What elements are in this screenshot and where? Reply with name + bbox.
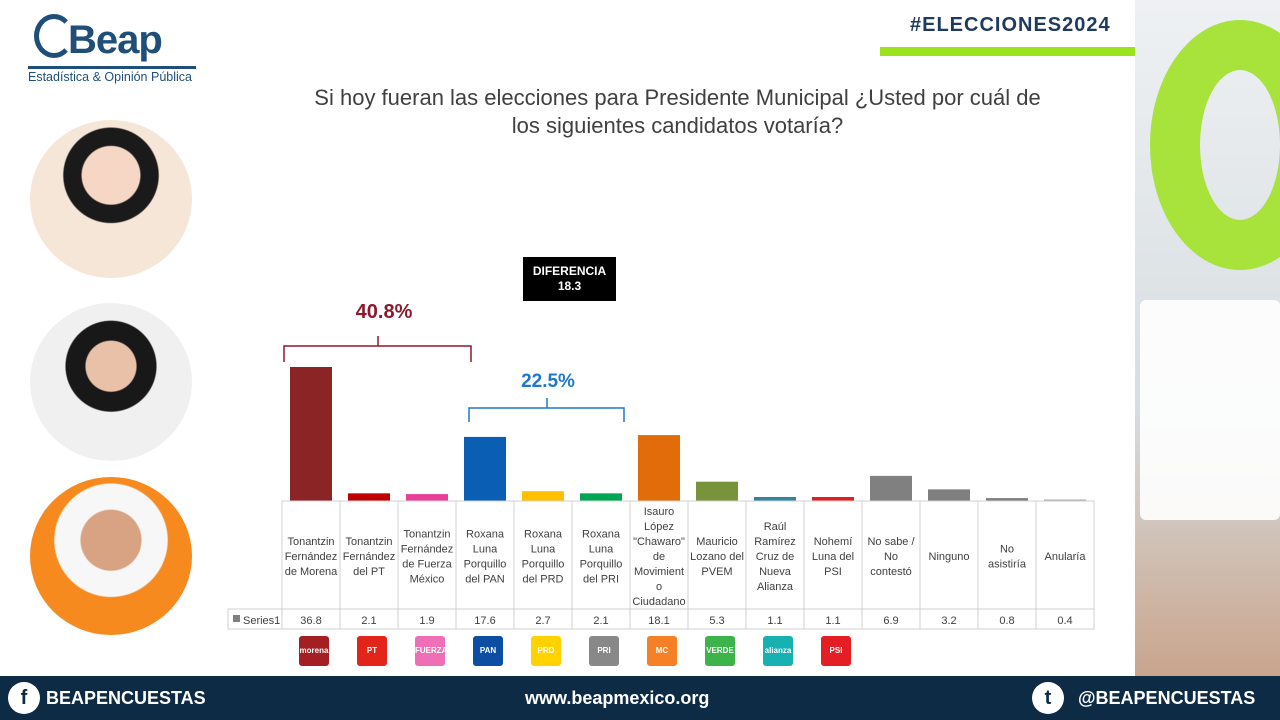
series-name: Series1 [243, 615, 280, 627]
logo-subtitle: Estadística & Opinión Pública [28, 70, 192, 84]
logo-arc-icon [34, 14, 74, 58]
bar-chart: 40.8% 22.5% Tonantzin Fernández de Morena 3… [227, 301, 1095, 630]
value-label: 0.4 [1057, 615, 1072, 627]
value-label: 1.1 [767, 615, 782, 627]
category-label: Ninguno [929, 551, 970, 563]
difference-value: 18.3 [557, 279, 582, 293]
party-logo-alianza: alianza [763, 636, 793, 666]
bar [464, 436, 506, 501]
candidate-photo-3 [30, 477, 192, 635]
category-label: Roxana Luna Porquillo del PRD [522, 529, 565, 586]
group-2-total: 22.5% [521, 371, 575, 392]
value-label: 0.8 [999, 615, 1014, 627]
value-label: 2.1 [361, 615, 376, 627]
category-label: No asistiría [988, 544, 1027, 571]
value-label: 1.1 [825, 615, 840, 627]
party-logo-verde: VERDE [705, 636, 735, 666]
category-label: Roxana Luna Porquillo del PAN [464, 529, 507, 586]
twitter-icon[interactable]: t [1032, 682, 1064, 714]
party-logo-fuerza-méxico: FUERZA MÉXICO [415, 636, 447, 685]
party-logo-prd: PRD [531, 636, 561, 666]
bar [696, 481, 738, 501]
category-label: Anularía [1045, 551, 1087, 563]
value-label: 2.7 [535, 615, 550, 627]
logo-text: Beap [68, 18, 163, 62]
value-label: 5.3 [709, 615, 724, 627]
logo-divider [28, 66, 196, 69]
bar [348, 493, 390, 501]
bracket-group-2 [468, 398, 625, 422]
category-label: Tonantzin Fernández del PT [343, 536, 396, 578]
category-label: No sabe / No contestó [867, 536, 915, 578]
website-link[interactable]: www.beapmexico.org [525, 688, 710, 708]
value-label: 3.2 [941, 615, 956, 627]
bar [870, 475, 912, 501]
category-label: Isauro López "Chawaro" de Movimient o Ciudadan… [632, 506, 685, 608]
value-label: 18.1 [648, 615, 669, 627]
footer: f BEAPENCUESTAS www.beapmexico.org t @BE… [0, 676, 1280, 720]
bar [928, 489, 970, 501]
twitter-handle[interactable]: @BEAPENCUESTAS [1078, 688, 1256, 708]
category-label: Tonantzin Fernández de Morena [285, 536, 338, 578]
category-label: Nohemí Luna del PSI [812, 536, 854, 578]
category-label: Raúl Ramírez Cruz de Nueva Alianza [754, 521, 796, 593]
decorative-tablet-image [1140, 300, 1280, 520]
legend-key [233, 615, 240, 622]
facebook-handle[interactable]: BEAPENCUESTAS [46, 688, 206, 708]
bar [754, 496, 796, 501]
bar [522, 491, 564, 501]
value-label: 6.9 [883, 615, 898, 627]
value-label: 1.9 [419, 615, 434, 627]
party-logo-pt: PT [357, 636, 387, 666]
table-cell [1035, 608, 1095, 630]
hashtag: #ELECCIONES2024 [910, 14, 1111, 36]
category-label: Mauricio Lozano del PVEM [690, 536, 744, 578]
facebook-icon[interactable]: f [8, 682, 40, 714]
category-label: Roxana Luna Porquillo del PRI [580, 529, 623, 586]
difference-box: DIFERENCIA 18.3 [523, 257, 616, 301]
bar [1044, 499, 1086, 501]
bar [638, 435, 680, 501]
party-logo-mc: MC [647, 636, 677, 666]
difference-label: DIFERENCIA [532, 264, 607, 278]
candidate-photo-2 [30, 303, 192, 461]
party-logo-pan: PAN [473, 636, 503, 666]
hashtag-underline [880, 47, 1135, 56]
candidate-photo-1 [30, 120, 192, 278]
chart-title: Si hoy fueran las elecciones para Presid… [314, 85, 1041, 138]
legend-cell [227, 608, 283, 630]
bar [406, 494, 448, 501]
category-label: Tonantzin Fernández de Fuerza México [401, 529, 454, 586]
bar [580, 493, 622, 501]
party-logo-morena: morena [299, 636, 329, 666]
party-logo-psi: PSI [821, 636, 851, 666]
bar [812, 496, 854, 501]
bar [290, 367, 332, 501]
party-logo-pri: PRI [589, 636, 619, 666]
bracket-group-1 [283, 336, 472, 362]
value-label: 36.8 [300, 615, 321, 627]
value-label: 2.1 [593, 615, 608, 627]
value-label: 17.6 [474, 615, 495, 627]
bar [986, 498, 1028, 501]
group-1-total: 40.8% [356, 301, 413, 323]
